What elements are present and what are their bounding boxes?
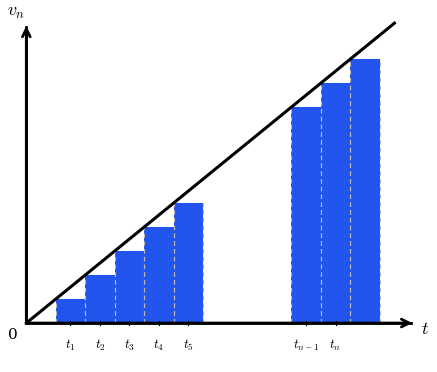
Text: $t_1$: $t_1$: [65, 337, 76, 353]
Bar: [350, 59, 380, 323]
Bar: [56, 299, 85, 323]
Text: $t_{n-1}$: $t_{n-1}$: [293, 337, 319, 353]
Text: $t_4$: $t_4$: [153, 337, 164, 353]
Bar: [173, 203, 203, 323]
Bar: [144, 227, 173, 323]
Text: $t_5$: $t_5$: [183, 337, 194, 353]
Bar: [85, 275, 114, 323]
Bar: [291, 107, 321, 323]
Text: $t_2$: $t_2$: [94, 337, 105, 353]
Bar: [321, 83, 350, 323]
Text: 0: 0: [8, 328, 18, 342]
Text: $t_n$: $t_n$: [329, 337, 342, 353]
Text: $t$: $t$: [421, 320, 429, 338]
Text: $t_3$: $t_3$: [124, 337, 135, 353]
Bar: [114, 251, 144, 323]
Text: $v_n$: $v_n$: [7, 3, 25, 21]
